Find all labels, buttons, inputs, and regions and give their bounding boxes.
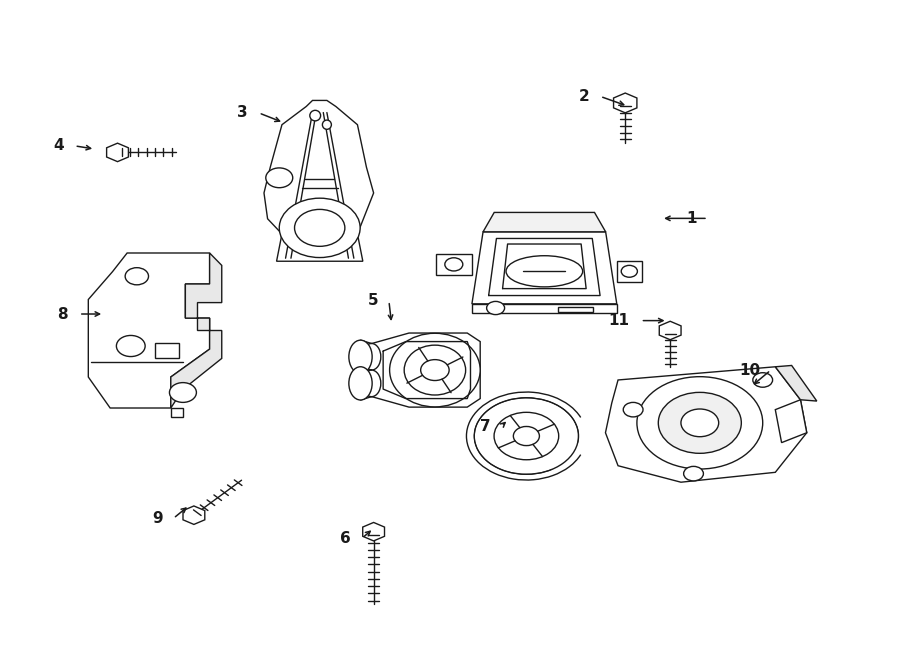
Ellipse shape	[310, 110, 320, 121]
Polygon shape	[616, 261, 642, 282]
Ellipse shape	[362, 344, 381, 370]
Polygon shape	[363, 522, 384, 541]
Polygon shape	[155, 343, 179, 358]
Ellipse shape	[390, 333, 481, 407]
Circle shape	[116, 335, 145, 356]
Polygon shape	[614, 93, 637, 113]
Ellipse shape	[349, 340, 372, 373]
Ellipse shape	[349, 367, 372, 400]
Polygon shape	[472, 232, 616, 304]
Polygon shape	[483, 212, 606, 232]
Ellipse shape	[506, 256, 582, 287]
Polygon shape	[558, 307, 593, 312]
Circle shape	[658, 393, 742, 453]
Circle shape	[169, 383, 196, 403]
Circle shape	[621, 265, 637, 277]
Text: 10: 10	[739, 363, 760, 377]
Text: 5: 5	[367, 293, 378, 308]
Circle shape	[294, 210, 345, 247]
Circle shape	[681, 409, 719, 437]
Circle shape	[752, 373, 772, 387]
Circle shape	[494, 412, 559, 460]
Text: 1: 1	[687, 211, 698, 226]
Circle shape	[513, 426, 539, 446]
Polygon shape	[183, 506, 205, 524]
Circle shape	[420, 360, 449, 381]
Text: 9: 9	[152, 511, 162, 526]
Polygon shape	[171, 408, 183, 417]
Circle shape	[279, 198, 360, 258]
Polygon shape	[88, 253, 210, 408]
Circle shape	[684, 467, 704, 481]
Ellipse shape	[404, 345, 465, 395]
Circle shape	[637, 377, 762, 469]
Text: 6: 6	[340, 531, 351, 546]
Polygon shape	[660, 321, 681, 340]
Circle shape	[624, 403, 643, 417]
Ellipse shape	[322, 120, 331, 130]
Text: 4: 4	[53, 138, 64, 153]
Polygon shape	[775, 366, 817, 401]
Polygon shape	[264, 100, 374, 261]
Circle shape	[266, 168, 292, 188]
Polygon shape	[106, 143, 129, 162]
Polygon shape	[472, 304, 616, 313]
Circle shape	[445, 258, 463, 271]
Text: 8: 8	[58, 307, 68, 321]
Text: 11: 11	[608, 313, 630, 328]
Polygon shape	[436, 254, 472, 275]
Polygon shape	[171, 253, 221, 408]
Ellipse shape	[362, 370, 381, 397]
Circle shape	[474, 398, 579, 475]
Polygon shape	[364, 333, 481, 407]
Text: 7: 7	[480, 418, 491, 434]
Polygon shape	[775, 400, 806, 443]
Text: 2: 2	[579, 89, 590, 104]
Circle shape	[487, 301, 505, 315]
Circle shape	[125, 268, 148, 285]
Polygon shape	[606, 367, 806, 483]
Text: 3: 3	[238, 105, 248, 120]
